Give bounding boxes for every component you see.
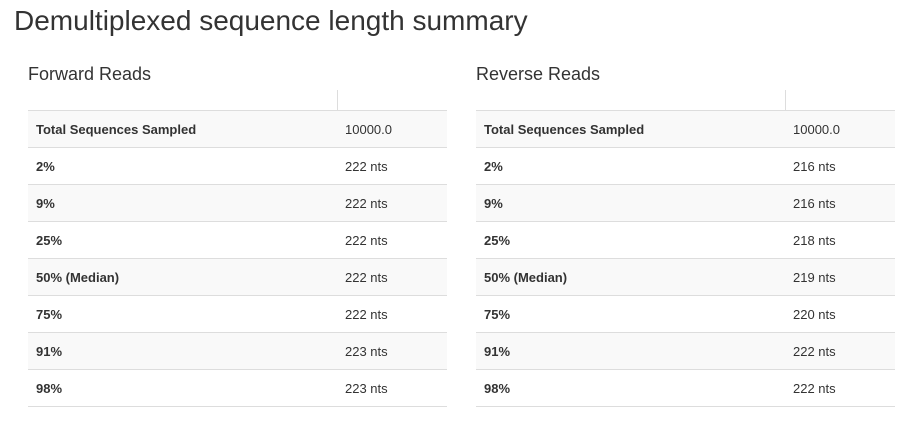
row-value: 218 nts bbox=[785, 221, 895, 259]
row-label: 25% bbox=[476, 221, 785, 259]
table-row: 9% 216 nts bbox=[476, 184, 895, 222]
table-header-cell bbox=[28, 90, 337, 111]
table-row: 98% 223 nts bbox=[28, 369, 447, 407]
forward-reads-panel: Forward Reads Total Sequences Sampled 100… bbox=[28, 60, 447, 407]
row-label: 91% bbox=[476, 332, 785, 370]
row-value: 216 nts bbox=[785, 184, 895, 222]
reverse-reads-heading: Reverse Reads bbox=[476, 64, 601, 84]
row-value: 222 nts bbox=[785, 369, 895, 407]
table-row: 50% (Median) 222 nts bbox=[28, 258, 447, 296]
row-label: Total Sequences Sampled bbox=[476, 110, 785, 148]
table-row: Total Sequences Sampled 10000.0 bbox=[28, 110, 447, 148]
table-row: 91% 222 nts bbox=[476, 332, 895, 370]
row-value: 222 nts bbox=[337, 295, 447, 333]
row-label: 9% bbox=[476, 184, 785, 222]
row-label: 75% bbox=[476, 295, 785, 333]
table-header-cell bbox=[336, 90, 447, 111]
table-row: 2% 222 nts bbox=[28, 147, 447, 185]
page-title: Demultiplexed sequence length summary bbox=[14, 5, 528, 36]
row-label: 75% bbox=[28, 295, 337, 333]
table-row: 2% 216 nts bbox=[476, 147, 895, 185]
forward-reads-table: Total Sequences Sampled 10000.0 2% 222 nts… bbox=[28, 90, 447, 407]
row-value: 222 nts bbox=[785, 332, 895, 370]
table-row: Total Sequences Sampled 10000.0 bbox=[476, 110, 895, 148]
row-value: 222 nts bbox=[337, 147, 447, 185]
table-row: 91% 223 nts bbox=[28, 332, 447, 370]
row-label: 98% bbox=[476, 369, 785, 407]
row-value: 216 nts bbox=[785, 147, 895, 185]
table-row: 50% (Median) 219 nts bbox=[476, 258, 895, 296]
row-value: 222 nts bbox=[337, 258, 447, 296]
row-value: 219 nts bbox=[785, 258, 895, 296]
table-row: 75% 220 nts bbox=[476, 295, 895, 333]
table-row: 75% 222 nts bbox=[28, 295, 447, 333]
row-label: 50% (Median) bbox=[476, 258, 785, 296]
row-value: 10000.0 bbox=[337, 110, 447, 148]
row-label: 91% bbox=[28, 332, 337, 370]
row-label: 2% bbox=[476, 147, 785, 185]
row-value: 223 nts bbox=[337, 332, 447, 370]
table-row: 25% 218 nts bbox=[476, 221, 895, 259]
reverse-reads-panel: Reverse Reads Total Sequences Sampled 100… bbox=[476, 60, 895, 407]
row-label: 25% bbox=[28, 221, 337, 259]
row-label: 98% bbox=[28, 369, 337, 407]
row-label: 50% (Median) bbox=[28, 258, 337, 296]
row-value: 10000.0 bbox=[785, 110, 895, 148]
table-header-cell bbox=[476, 90, 785, 111]
row-label: 9% bbox=[28, 184, 337, 222]
row-label: Total Sequences Sampled bbox=[28, 110, 337, 148]
table-row: 98% 222 nts bbox=[476, 369, 895, 407]
reverse-reads-table: Total Sequences Sampled 10000.0 2% 216 nts… bbox=[476, 90, 895, 407]
row-value: 223 nts bbox=[337, 369, 447, 407]
table-header-cell bbox=[784, 90, 895, 111]
row-label: 2% bbox=[28, 147, 337, 185]
table-row: 25% 222 nts bbox=[28, 221, 447, 259]
row-value: 222 nts bbox=[337, 221, 447, 259]
table-header-row bbox=[28, 90, 447, 111]
row-value: 222 nts bbox=[337, 184, 447, 222]
row-value: 220 nts bbox=[785, 295, 895, 333]
forward-reads-heading: Forward Reads bbox=[28, 64, 152, 84]
table-header-row bbox=[476, 90, 895, 111]
table-row: 9% 222 nts bbox=[28, 184, 447, 222]
